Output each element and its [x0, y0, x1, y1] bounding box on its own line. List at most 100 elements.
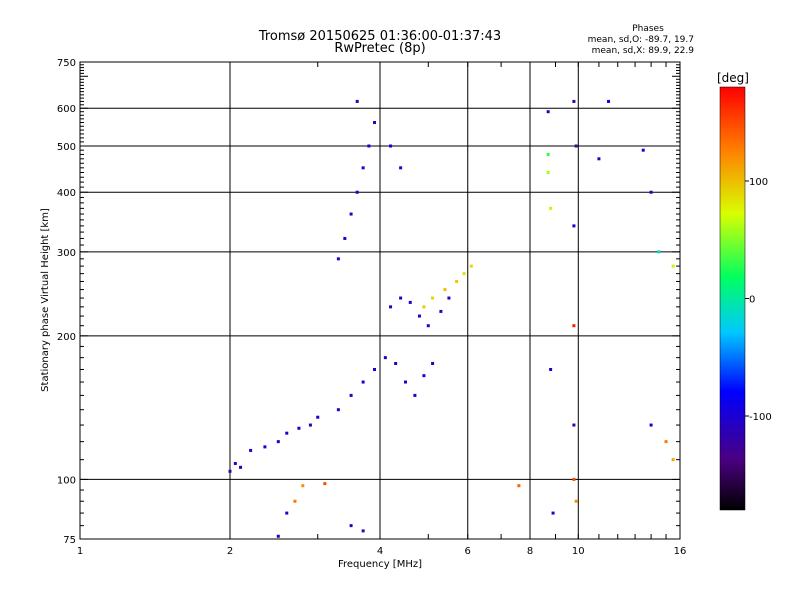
colorbar-tick-label: 100 [749, 177, 768, 188]
data-point [239, 465, 243, 469]
x-axis-label: Frequency [MHz] [338, 559, 422, 570]
data-point [349, 212, 353, 216]
colorbar-ticks: 100 0 -100 [745, 177, 772, 423]
chart-subtitle: RwPretec (8p) [334, 41, 425, 56]
data-point [383, 356, 387, 360]
data-point [355, 190, 359, 194]
data-point [336, 257, 340, 261]
y-tick-label: 75 [63, 535, 76, 546]
data-point [551, 511, 555, 515]
data-point [343, 236, 347, 240]
grid [80, 62, 680, 539]
data-point [408, 300, 412, 304]
x-tick-label: 8 [527, 546, 533, 557]
data-point [574, 499, 578, 503]
colorbar-tick-label: 0 [749, 295, 755, 306]
data-point [263, 445, 267, 449]
data-point [431, 296, 435, 300]
data-point [607, 99, 611, 103]
data-point [455, 279, 459, 283]
data-point [301, 484, 305, 488]
data-point [439, 309, 443, 313]
phase-stats-title: Phases [632, 24, 664, 34]
data-point [572, 224, 576, 228]
data-point [546, 110, 550, 114]
data-point [373, 367, 377, 371]
data-point [349, 524, 353, 528]
data-point [574, 144, 578, 148]
data-point [297, 426, 301, 430]
phase-stats-x: mean, sd,X: 89.9, 22.9 [592, 46, 695, 56]
y-tick-label: 100 [57, 475, 76, 486]
data-point [361, 529, 365, 533]
data-point [293, 499, 297, 503]
data-point [361, 380, 365, 384]
y-tick-label: 200 [57, 332, 76, 343]
data-point [641, 148, 645, 152]
x-tick-label: 1 [77, 546, 83, 557]
x-tick-label: 6 [465, 546, 471, 557]
y-axis: 75 100 200 300 400 500 600 750 [57, 58, 680, 546]
data-point [546, 170, 550, 174]
y-tick-label: 300 [57, 248, 76, 259]
data-point [349, 393, 353, 397]
y-tick-label: 750 [57, 58, 76, 69]
data-point [546, 152, 550, 156]
data-point [549, 367, 553, 371]
data-point [671, 458, 675, 462]
data-point [649, 423, 653, 427]
x-axis: 1 2 4 6 8 10 16 [77, 62, 687, 557]
colorbar-label: [deg] [717, 71, 749, 85]
data-point [431, 361, 435, 365]
data-points [228, 99, 675, 538]
y-tick-label: 400 [57, 188, 76, 199]
data-point [249, 448, 253, 452]
data-point [276, 534, 280, 538]
data-point [649, 190, 653, 194]
x-tick-label: 4 [377, 546, 383, 557]
data-point [361, 166, 365, 170]
data-point [572, 423, 576, 427]
data-point [308, 423, 312, 427]
data-point [399, 296, 403, 300]
data-point [355, 99, 359, 103]
data-point [572, 477, 576, 481]
data-point [316, 415, 320, 419]
data-point [285, 431, 289, 435]
data-point [373, 121, 377, 125]
data-point [462, 272, 466, 276]
data-point [549, 206, 553, 210]
data-point [228, 469, 232, 473]
data-point [276, 440, 280, 444]
data-point [657, 250, 661, 254]
chart-title: Tromsø 20150625 01:36:00-01:37:43 [258, 29, 501, 44]
data-point [399, 166, 403, 170]
phase-stats-o: mean, sd,O: -89.7, 19.7 [588, 35, 694, 45]
data-point [426, 324, 430, 328]
data-point [389, 144, 393, 148]
x-tick-label: 16 [674, 546, 687, 557]
data-point [422, 305, 426, 309]
data-point [597, 157, 601, 161]
x-tick-label: 10 [572, 546, 585, 557]
colorbar-tick-label: -100 [749, 412, 772, 423]
data-point [403, 380, 407, 384]
data-point [422, 374, 426, 378]
y-tick-label: 600 [57, 104, 76, 115]
y-axis-label: Stationary phase Virtual Height [km] [40, 208, 51, 392]
x-tick-label: 2 [227, 546, 233, 557]
data-point [285, 511, 289, 515]
data-point [664, 440, 668, 444]
data-point [389, 305, 393, 309]
data-point [336, 408, 340, 412]
data-point [443, 288, 447, 292]
data-point [447, 296, 451, 300]
data-point [413, 393, 417, 397]
colorbar [719, 86, 746, 511]
data-point [367, 144, 371, 148]
data-point [469, 264, 473, 268]
data-point [572, 99, 576, 103]
data-point [671, 264, 675, 268]
data-point [394, 361, 398, 365]
